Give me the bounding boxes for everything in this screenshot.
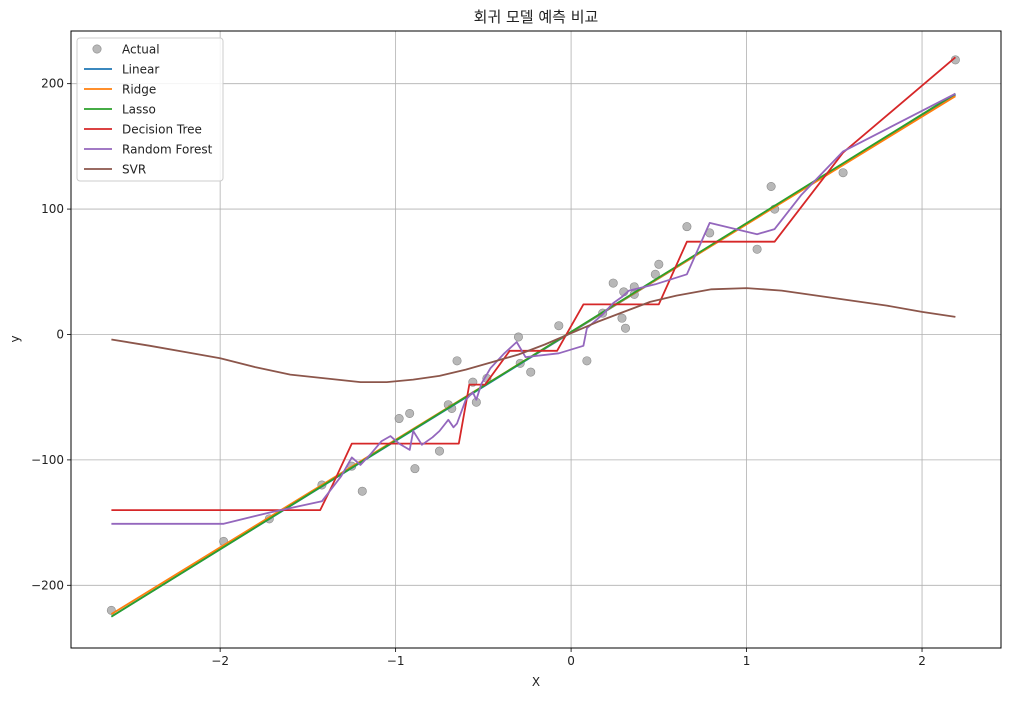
actual-point [766, 182, 776, 192]
x-tick-label: −1 [387, 654, 405, 668]
y-axis-label: y [8, 335, 22, 342]
actual-point [394, 414, 404, 424]
actual-point [617, 313, 627, 323]
y-tick-label: 100 [41, 202, 64, 216]
legend-label: Actual [122, 43, 160, 57]
legend-marker-actual [92, 44, 102, 54]
actual-point [526, 367, 536, 377]
x-tick-label: −2 [211, 654, 229, 668]
actual-point [554, 321, 564, 331]
y-tick-label: −100 [31, 453, 64, 467]
series-line-random-forest [111, 92, 956, 525]
x-axis-label: X [532, 675, 540, 689]
actual-point [582, 356, 592, 366]
actual-point [608, 278, 618, 288]
actual-point [434, 446, 444, 456]
actual-point [357, 486, 367, 496]
grid-lines [71, 31, 1001, 648]
series-line-svr [111, 287, 956, 384]
actual-point [410, 464, 420, 474]
legend-label: Ridge [122, 83, 156, 97]
y-tick-label: −200 [31, 578, 64, 592]
actual-point [682, 222, 692, 232]
actual-point [650, 269, 660, 279]
plot-area [106, 55, 960, 618]
chart-title: 회귀 모델 예측 비교 [474, 8, 599, 26]
legend-label: Linear [122, 63, 159, 77]
legend-box [76, 37, 224, 182]
actual-point [620, 323, 630, 333]
legend: Actual Linear Ridge Lasso Decision Tree Rando… [76, 37, 224, 182]
actual-point [838, 168, 848, 178]
actual-point [452, 356, 462, 366]
axis-ticks: −2 −1 0 1 2 −200 −100 0 100 200 [31, 77, 926, 668]
actual-point [654, 259, 664, 269]
legend-label: Lasso [122, 103, 156, 117]
x-tick-label: 2 [918, 654, 926, 668]
legend-label: Decision Tree [122, 123, 202, 137]
x-tick-label: 0 [567, 654, 575, 668]
actual-point [405, 408, 415, 418]
axes-frame [70, 30, 1002, 649]
legend-label: Random Forest [122, 143, 213, 157]
x-tick-label: 1 [743, 654, 751, 668]
y-tick-label: 200 [41, 77, 64, 91]
actual-point [752, 244, 762, 254]
y-tick-label: 0 [56, 327, 64, 341]
legend-label: SVR [122, 163, 146, 177]
actual-point [513, 332, 523, 342]
series-line-decision-tree [111, 56, 956, 512]
